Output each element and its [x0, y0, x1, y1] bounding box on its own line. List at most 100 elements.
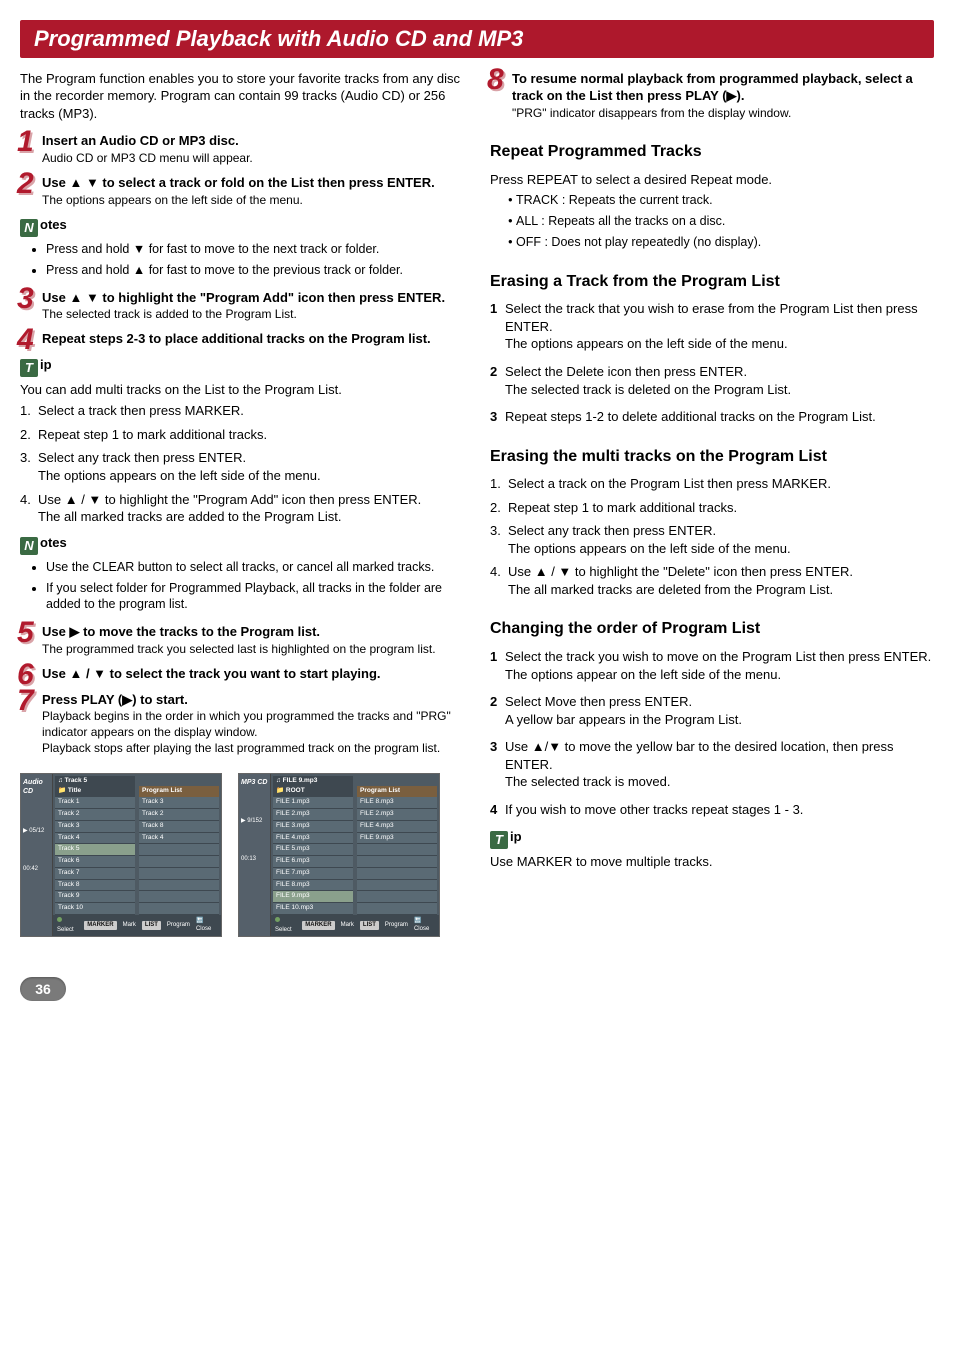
list-item: FILE 5.mp3 [273, 844, 353, 856]
page-number-badge: 36 [20, 977, 66, 1001]
left-column: The Program function enables you to stor… [20, 70, 464, 1001]
step-1: 11 Insert an Audio CD or MP3 disc. Audio… [20, 132, 464, 166]
step-3-title: Use ▲ ▼ to highlight the "Program Add" i… [42, 289, 464, 307]
foot-mark: Mark [123, 921, 136, 929]
list-item: FILE 1.mp3 [273, 797, 353, 809]
step-2-sub: The options appears on the left side of … [42, 192, 464, 208]
step-5-sub: The programmed track you selected last i… [42, 641, 464, 657]
foot-marker-key: MARKER [302, 921, 334, 929]
step-4-title: Repeat steps 2-3 to place additional tra… [42, 330, 464, 348]
foot-program: Program [385, 921, 408, 929]
step-8: 88 To resume normal playback from progra… [490, 70, 934, 121]
tip-icon: T [20, 359, 38, 377]
step-6: 66 Use ▲ / ▼ to select the track you wan… [20, 665, 464, 683]
step-4: 44 Repeat steps 2-3 to place additional … [20, 330, 464, 348]
erase-item: 3Repeat steps 1-2 to delete additional t… [490, 408, 934, 426]
thumb-pl-hdr: Program List [139, 786, 219, 797]
right-column: 88 To resume normal playback from progra… [490, 70, 934, 1001]
list-item: Track 1 [55, 797, 135, 809]
list-item: Track 2 [139, 809, 219, 821]
list-item: FILE 4.mp3 [273, 833, 353, 845]
repeat-intro: Press REPEAT to select a desired Repeat … [490, 171, 934, 189]
erase-list: 1Select the track that you wish to erase… [490, 300, 934, 425]
thumb-side-label: MP3 CD [241, 778, 268, 787]
list-item: Track 4 [139, 833, 219, 845]
list-item: FILE 2.mp3 [357, 809, 437, 821]
foot-mark: Mark [341, 921, 354, 929]
list-item [357, 903, 437, 915]
thumbnails: Audio CD ▶ 05/12 00:42 ♫ Track 5 📁 Title… [20, 773, 464, 937]
thumb-mp3-cd: MP3 CD ▶ 9/152 00:13 ♫ FILE 9.mp3 📁 ROOT… [238, 773, 440, 937]
tip1-item: 2.Repeat step 1 to mark additional track… [20, 426, 464, 444]
list-item: FILE 8.mp3 [357, 797, 437, 809]
foot-program: Program [167, 921, 190, 929]
step-7-title: Press PLAY (▶) to start. [42, 691, 464, 709]
erase-multi-item: 2.Repeat step 1 to mark additional track… [490, 499, 934, 517]
step-6-title: Use ▲ / ▼ to select the track you want t… [42, 665, 464, 683]
notes-heading: Notes [20, 216, 464, 237]
repeat-mode: TRACK : Repeats the current track. [516, 192, 934, 209]
list-item: FILE 9.mp3 [273, 891, 353, 903]
foot-list-key: LIST [142, 921, 161, 929]
list-item [357, 868, 437, 880]
foot-close: Close [414, 926, 429, 932]
note-item: Press and hold ▲ for fast to move to the… [46, 262, 464, 279]
tip1-item: 4.Use ▲ / ▼ to highlight the "Program Ad… [20, 491, 464, 526]
thumb-current: ♫ FILE 9.mp3 [276, 777, 317, 784]
list-item: Track 9 [55, 891, 135, 903]
thumb-pl-hdr: Program List [357, 786, 437, 797]
erase-item: 1Select the track that you wish to erase… [490, 300, 934, 353]
list-item: FILE 10.mp3 [273, 903, 353, 915]
list-item: FILE 2.mp3 [273, 809, 353, 821]
note-icon: N [20, 537, 38, 555]
step-7-sub2: Playback stops after playing the last pr… [42, 740, 464, 756]
note-item: Use the CLEAR button to select all track… [46, 559, 464, 576]
tip-icon: T [490, 831, 508, 849]
change-item: 1Select the track you wish to move on th… [490, 648, 934, 683]
foot-select: Select [57, 927, 74, 933]
list-item: FILE 7.mp3 [273, 868, 353, 880]
note-icon: N [20, 219, 38, 237]
thumb-counter: ▶ 05/12 [23, 827, 50, 835]
erase-multi-heading: Erasing the multi tracks on the Program … [490, 446, 934, 468]
thumb-audio-cd: Audio CD ▶ 05/12 00:42 ♫ Track 5 📁 Title… [20, 773, 222, 937]
step-7-sub: Playback begins in the order in which yo… [42, 708, 464, 740]
foot-select: Select [275, 927, 292, 933]
foot-marker-key: MARKER [84, 921, 116, 929]
tip2-text: Use MARKER to move multiple tracks. [490, 853, 934, 871]
list-item [139, 868, 219, 880]
list-item [139, 844, 219, 856]
repeat-heading: Repeat Programmed Tracks [490, 141, 934, 163]
intro-paragraph: The Program function enables you to stor… [20, 70, 464, 123]
tip-heading-1: Tip [20, 356, 464, 377]
list-item: FILE 4.mp3 [357, 821, 437, 833]
list-item [357, 856, 437, 868]
list-item: Track 7 [55, 868, 135, 880]
repeat-modes: TRACK : Repeats the current track. ALL :… [490, 192, 934, 251]
change-item: 3Use ▲/▼ to move the yellow bar to the d… [490, 738, 934, 791]
thumb-title-hdr: ROOT [286, 787, 305, 794]
tip1-list: 1.Select a track then press MARKER. 2.Re… [20, 402, 464, 525]
erase-heading: Erasing a Track from the Program List [490, 271, 934, 293]
repeat-mode: ALL : Repeats all the tracks on a disc. [516, 213, 934, 230]
thumb-time: 00:42 [23, 865, 50, 873]
step-8-title: To resume normal playback from programme… [512, 70, 934, 105]
step-1-title: Insert an Audio CD or MP3 disc. [42, 132, 464, 150]
tip1-item: 3.Select any track then press ENTER.The … [20, 449, 464, 484]
step-7: 77 Press PLAY (▶) to start. Playback beg… [20, 691, 464, 757]
list-item [357, 880, 437, 892]
foot-close: Close [196, 926, 211, 932]
step-2: 22 Use ▲ ▼ to select a track or fold on … [20, 174, 464, 208]
list-item: Track 2 [55, 809, 135, 821]
step-1-sub: Audio CD or MP3 CD menu will appear. [42, 150, 464, 166]
page-title: Programmed Playback with Audio CD and MP… [20, 20, 934, 58]
thumb-side-label: Audio CD [23, 778, 50, 797]
step-3-sub: The selected track is added to the Progr… [42, 306, 464, 322]
thumb-title-hdr: Title [68, 787, 81, 794]
change-item: 2Select Move then press ENTER.A yellow b… [490, 693, 934, 728]
list-item: FILE 9.mp3 [357, 833, 437, 845]
list-item [139, 891, 219, 903]
repeat-mode: OFF : Does not play repeatedly (no displ… [516, 234, 934, 251]
list-item: FILE 8.mp3 [273, 880, 353, 892]
thumb-counter: ▶ 9/152 [241, 817, 268, 825]
